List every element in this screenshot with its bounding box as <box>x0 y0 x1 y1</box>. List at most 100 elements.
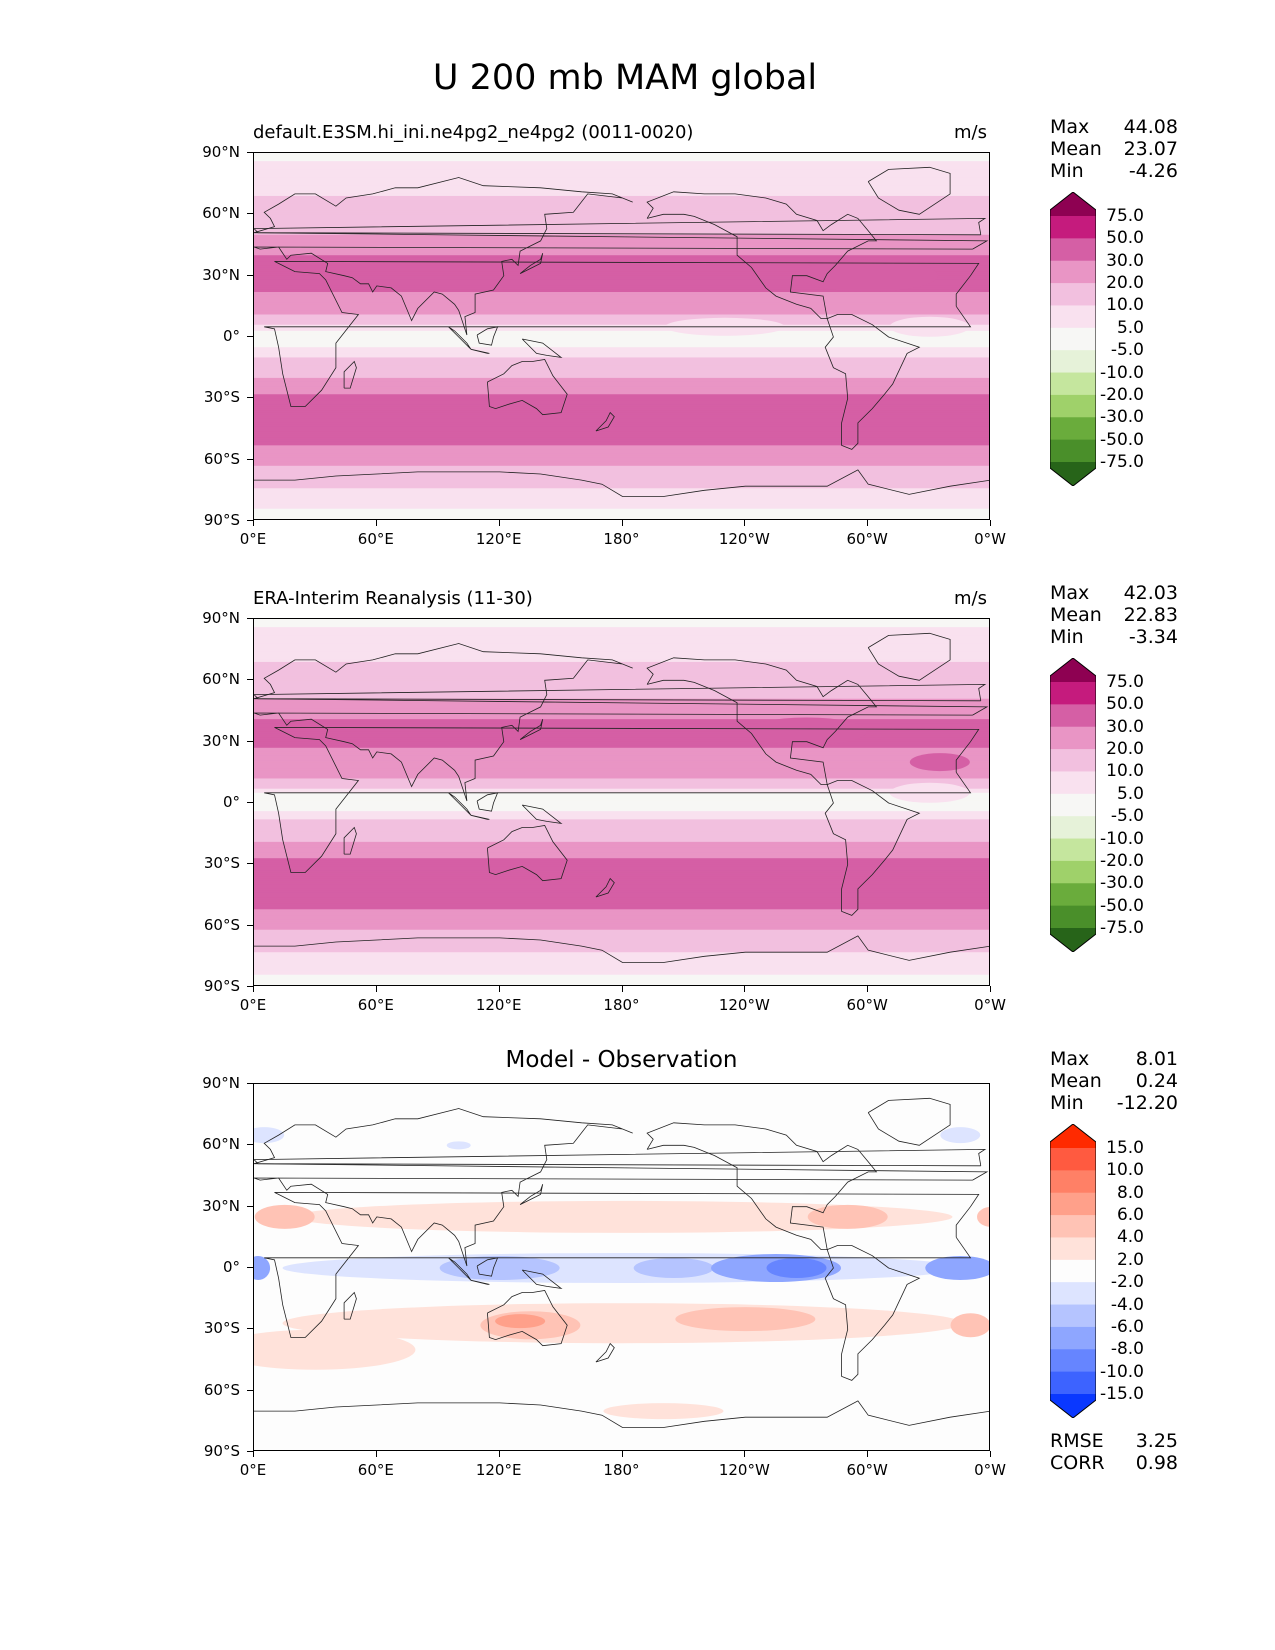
field-band <box>254 764 989 767</box>
coastline <box>470 814 490 820</box>
field-band <box>254 463 989 467</box>
field-band <box>254 369 989 373</box>
coastline <box>867 166 951 215</box>
field-band <box>254 394 989 397</box>
lat-tick <box>247 863 253 865</box>
lon-tick-label: 120°E <box>475 530 522 548</box>
lon-tick-label: 0°E <box>239 996 267 1014</box>
field-band <box>254 175 989 179</box>
colorbar-tick-label: -4.0 <box>1110 1294 1144 1315</box>
model-stats: Max 44.08 Mean 23.07 Min -4.26 <box>1050 116 1178 182</box>
field-band <box>254 717 989 720</box>
colorbar-tick-label: 10.0 <box>1106 1160 1144 1181</box>
field-band <box>254 183 989 187</box>
field-band <box>254 839 989 843</box>
field-band <box>254 696 989 700</box>
corr-label: CORR <box>1050 1452 1105 1474</box>
positive-band <box>603 1403 724 1420</box>
field-band <box>254 384 989 387</box>
coastline <box>448 326 472 350</box>
negative-core <box>439 1256 560 1280</box>
field-band <box>254 872 989 876</box>
field-band <box>254 974 989 978</box>
colorbar-segment <box>1050 1170 1096 1194</box>
lat-tick <box>247 458 253 460</box>
field-band <box>254 224 989 228</box>
field-band <box>254 167 989 170</box>
field-band <box>254 982 989 985</box>
field-band <box>254 653 989 657</box>
field-band <box>254 347 989 350</box>
field-band <box>254 702 989 706</box>
colorbar-tick-label: 20.0 <box>1106 739 1144 760</box>
field-band <box>254 353 989 356</box>
field-band <box>254 490 989 493</box>
field-band <box>254 827 989 831</box>
field-band <box>254 907 989 910</box>
colorbar-segment <box>1050 216 1096 239</box>
field-band <box>254 357 989 361</box>
negative-core <box>633 1258 714 1278</box>
field-band <box>254 343 989 346</box>
field-band <box>254 921 989 925</box>
lat-tick <box>247 802 253 803</box>
colorbar-tick-label: -2.0 <box>1110 1272 1144 1293</box>
field-band <box>254 680 989 683</box>
field-band <box>254 845 989 849</box>
field-band <box>254 457 989 461</box>
field-band <box>254 214 989 217</box>
colorbar-segment <box>1050 860 1096 884</box>
field-band <box>254 302 989 305</box>
field-band <box>254 320 989 324</box>
field-band <box>254 202 989 205</box>
coastline <box>521 1269 563 1290</box>
field-band <box>254 171 989 175</box>
colorbar-tick-label: 30.0 <box>1106 716 1144 737</box>
field-band <box>254 414 989 418</box>
colorbar-segment <box>1050 816 1096 840</box>
colorbar-segment <box>1050 1326 1096 1350</box>
lon-tick <box>498 1451 500 1457</box>
colorbar-svg <box>1049 191 1097 487</box>
lat-tick <box>247 1267 253 1268</box>
mean-value: 0.24 <box>1135 1070 1178 1092</box>
diff-panel-title: Model - Observation <box>505 1047 738 1073</box>
field-band <box>254 161 989 164</box>
lon-tick-label: 180° <box>603 530 640 548</box>
colorbar-extend-bottom <box>1050 1394 1096 1418</box>
field-band <box>254 179 989 183</box>
coastline <box>264 261 980 407</box>
field-band <box>254 835 989 839</box>
field-band <box>254 700 989 704</box>
field-band <box>254 692 989 696</box>
field-band <box>254 398 989 401</box>
model-colorbar <box>1049 191 1097 487</box>
field-band <box>254 966 989 970</box>
field-band <box>254 649 989 653</box>
field-band <box>254 782 989 786</box>
coastline <box>595 411 615 432</box>
colorbar-segment <box>1050 439 1096 463</box>
field-band <box>254 292 989 295</box>
field-band <box>254 952 989 955</box>
field-band <box>254 228 989 232</box>
mean-value: 23.07 <box>1123 138 1178 160</box>
field-band <box>254 165 989 168</box>
field-band <box>254 723 989 726</box>
field-band <box>254 731 989 735</box>
colorbar-segment <box>1050 394 1096 418</box>
field-band <box>254 473 989 477</box>
coastline <box>254 177 989 336</box>
colorbar-tick-label: -15.0 <box>1100 1384 1144 1404</box>
field-band <box>254 169 989 172</box>
lon-tick <box>867 986 869 992</box>
colorbar-tick-label: -75.0 <box>1100 452 1144 472</box>
coastline <box>867 1097 951 1146</box>
coastline <box>476 326 499 346</box>
negative-patch <box>254 1127 285 1144</box>
field-band <box>254 478 989 481</box>
rmse-label: RMSE <box>1050 1430 1104 1452</box>
field-band <box>254 743 989 747</box>
field-band <box>254 876 989 880</box>
field-band <box>254 627 989 630</box>
